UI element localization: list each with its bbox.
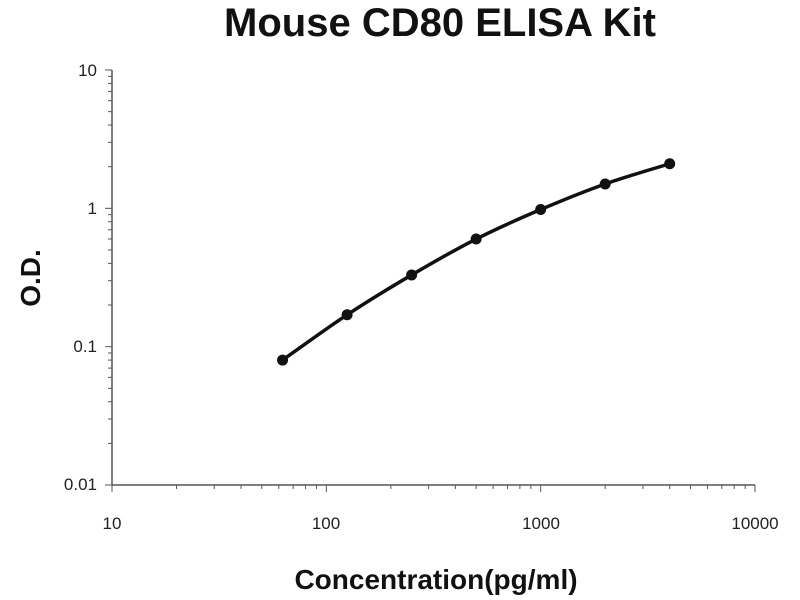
data-point <box>535 204 547 216</box>
y-tick-label: 0.1 <box>73 337 97 356</box>
y-tick-label: 0.01 <box>64 475 97 494</box>
y-tick-label: 10 <box>78 61 97 80</box>
x-tick-label: 1000 <box>522 514 560 533</box>
series-line <box>280 162 672 362</box>
data-point <box>341 309 353 321</box>
x-tick-label: 10 <box>103 514 122 533</box>
y-tick-label: 1 <box>88 199 97 218</box>
data-point <box>599 178 611 190</box>
series <box>277 158 676 366</box>
x-tick-label: 10000 <box>731 514 778 533</box>
y-axis-title: O.D. <box>15 249 46 307</box>
data-point <box>470 233 482 245</box>
data-point <box>277 354 289 366</box>
chart-title: Mouse CD80 ELISA Kit <box>224 1 656 45</box>
data-point <box>406 269 418 281</box>
axes <box>105 69 756 492</box>
x-ticks: 10 100 1000 10000 <box>103 514 779 533</box>
y-ticks: 10 1 0.1 0.01 <box>64 61 97 494</box>
x-axis-title: Concentration(pg/ml) <box>294 564 577 595</box>
x-tick-label: 100 <box>312 514 340 533</box>
data-point <box>664 158 676 170</box>
